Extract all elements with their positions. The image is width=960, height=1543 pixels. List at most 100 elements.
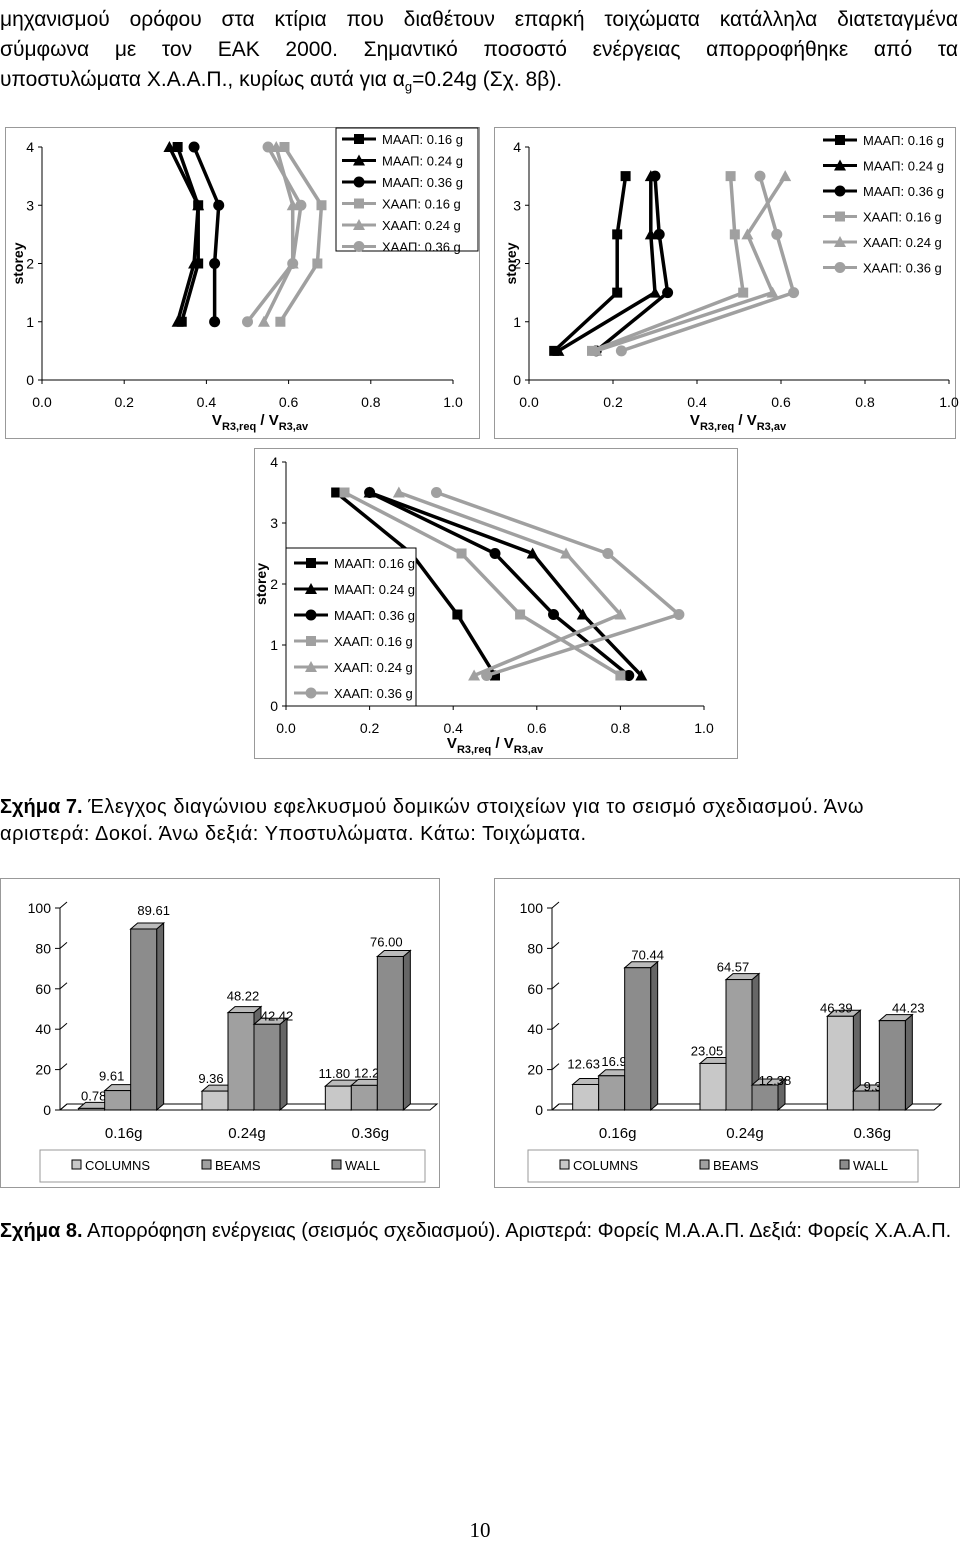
bar-front [751, 1084, 779, 1111]
legend-box [39, 1149, 426, 1183]
legend-label: BEAMS [713, 1158, 759, 1173]
figure8-caption-text: Απορρόφηση ενέργειας (σεισμός σχεδιασμού… [86, 1220, 952, 1242]
x-axis-label-part: R3,av [514, 744, 544, 756]
data-point [526, 547, 539, 559]
y-tick-label: 60 [527, 981, 543, 997]
bar-front [201, 1090, 229, 1111]
figure7-caption-label: Σχήμα 7. [0, 796, 83, 818]
data-label: 76.00 [370, 934, 403, 949]
x-tick-label: 0.0 [519, 394, 539, 410]
series-2 [188, 141, 225, 328]
bar-front [324, 1085, 352, 1111]
legend-marker [354, 134, 364, 144]
series-5 [615, 170, 800, 357]
legend-swatch [201, 1159, 212, 1170]
data-point [339, 487, 350, 498]
series-4 [590, 170, 792, 356]
legend-swatch [559, 1159, 570, 1170]
intro-line-3-sub: g [404, 79, 413, 95]
y-tick-label: 0 [513, 372, 521, 388]
intro-line-1: μηχανισμού ορόφου στα κτίρια που διαθέτο… [0, 8, 958, 31]
y-tick-label: 4 [270, 454, 278, 470]
x-tick-label: 0.8 [361, 394, 381, 410]
data-label: 64.57 [717, 960, 750, 975]
legend-marker [834, 185, 846, 197]
legend-label: WALL [345, 1158, 380, 1173]
data-point [590, 344, 603, 356]
figure8-caption-label: Σχήμα 8. [0, 1220, 83, 1242]
legend: COLUMNS BEAMS WALL [39, 1149, 426, 1183]
y-tick-label: 100 [520, 900, 544, 916]
y-tick-depth [551, 1063, 560, 1070]
legend-marker [353, 219, 365, 230]
x-axis-label-part: V [447, 735, 457, 752]
x-axis-label-part: R3,av [757, 421, 787, 433]
data-label: 42.42 [261, 1008, 294, 1023]
x-axis-label-part: R3,req [222, 421, 256, 433]
series-line [167, 146, 200, 323]
data-point [456, 548, 467, 559]
y-tick-depth [551, 942, 560, 949]
bar-front [253, 1023, 281, 1111]
x-axis-label-part: R3,req [700, 421, 734, 433]
legend-label: ΧΑΑΠ: 0.36 g [382, 240, 461, 255]
legend-marker [305, 687, 317, 699]
y-tick-label: 0 [535, 1102, 543, 1118]
x-tick-label: 0.0 [32, 394, 52, 410]
series-line [553, 175, 628, 353]
data-point [176, 316, 187, 327]
legend-marker [353, 241, 365, 252]
y-tick-label: 1 [270, 637, 278, 653]
data-point [188, 141, 200, 153]
data-point [615, 345, 627, 357]
y-tick-depth [551, 982, 560, 990]
series-line [595, 175, 787, 353]
y-tick-label: 2 [513, 256, 521, 272]
y-tick-label: 80 [35, 940, 51, 956]
figure8-caption: Σχήμα 8. Απορρόφηση ενέργειας (σεισμός σ… [0, 1218, 958, 1245]
y-tick-label: 0 [26, 372, 34, 388]
chart-frame [0, 878, 440, 1188]
data-point [193, 258, 204, 269]
y-tick-depth [59, 1103, 68, 1111]
series-line [335, 491, 497, 677]
series-line [368, 490, 643, 677]
intro-paragraph: μηχανισμού ορόφου στα κτίρια που διαθέτο… [0, 5, 958, 102]
data-label: 46.39 [820, 1000, 853, 1015]
data-point [738, 287, 749, 298]
legend-label: WALL [853, 1158, 888, 1173]
x-tick-label: 0.2 [360, 720, 380, 736]
data-point [612, 229, 623, 240]
bar-beams [724, 972, 761, 1112]
data-point [275, 316, 286, 327]
x-axis-label-part: / V [734, 412, 757, 429]
x-tick-label: 0.2 [603, 394, 623, 410]
legend-swatch [331, 1159, 342, 1170]
data-point [515, 609, 526, 620]
bar-front [104, 1090, 132, 1111]
legend-swatch [699, 1159, 710, 1170]
data-point [602, 548, 614, 559]
data-label: 89.61 [137, 903, 170, 918]
y-tick-label: 80 [527, 940, 543, 956]
series-line [620, 175, 796, 353]
y-tick-depth [59, 1022, 68, 1030]
data-point [779, 170, 792, 182]
legend-label: ΜΑΑΠ: 0.24 g [382, 154, 463, 169]
legend-marker [834, 236, 846, 247]
series-1 [163, 141, 205, 327]
legend-marker [305, 609, 317, 621]
legend-marker [305, 661, 317, 672]
legend-label: COLUMNS [85, 1158, 150, 1173]
x-axis-label: VR3,req / VR3,av [447, 735, 544, 756]
y-tick-depth [551, 901, 560, 909]
legend-label: COLUMNS [573, 1158, 638, 1173]
y-tick-depth [59, 901, 68, 909]
x-tick-label: 0.24g [726, 1125, 764, 1142]
data-point [788, 287, 800, 299]
legend-label: ΜΑΑΠ: 0.36 g [334, 608, 415, 623]
data-point [548, 609, 560, 620]
legend-label: ΧΑΑΠ: 0.24 g [382, 218, 461, 233]
data-point [209, 316, 221, 328]
y-tick-label: 4 [513, 139, 521, 155]
